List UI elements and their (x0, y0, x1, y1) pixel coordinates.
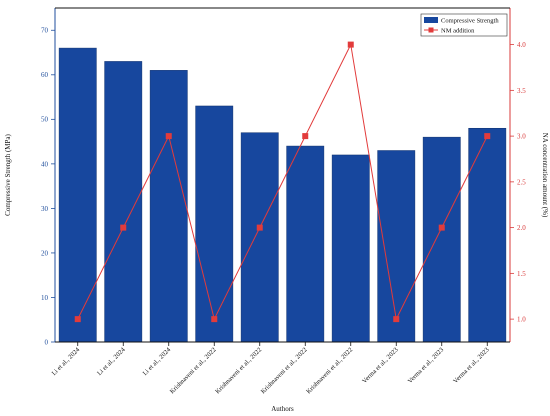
nm-point-9 (484, 133, 491, 140)
y-left-tick-label-6: 60 (41, 71, 49, 79)
nm-point-8 (438, 224, 445, 231)
x-tick-label-9: Verma et al., 2023 (452, 346, 491, 385)
nm-point-1 (120, 224, 127, 231)
y-right-tick-label-4: 3.0 (517, 133, 526, 141)
bar-3 (195, 105, 234, 343)
y-left-tick-label-1: 10 (41, 294, 49, 302)
legend-box (420, 13, 508, 37)
bar-9 (468, 127, 507, 343)
y-right-tick-label-5: 3.5 (517, 87, 526, 95)
x-tick-label-4: Krishnaveni et al., 2022 (214, 346, 263, 395)
y-left-tick-label-0: 0 (45, 338, 49, 346)
legend-line-marker (428, 27, 434, 33)
bar-8 (422, 136, 461, 343)
x-tick-label-6: Krishnaveni et al., 2022 (305, 346, 354, 395)
x-tick-label-7: Verma et al., 2023 (361, 346, 400, 385)
y-left-tick-label-2: 20 (41, 249, 49, 257)
line-layer (74, 41, 491, 323)
x-tick-label-2: Li et al., 2024 (142, 346, 173, 377)
x-axis-title: Authors (271, 405, 294, 413)
nm-point-7 (393, 316, 400, 323)
nm-point-2 (165, 133, 172, 140)
legend: Compressive Strength NM addition (420, 13, 508, 37)
bar-7 (377, 150, 416, 343)
nm-point-4 (256, 224, 263, 231)
y-axis-title: Compressive Strength (MPa) (4, 134, 12, 216)
nm-point-5 (302, 133, 309, 140)
y-left-tick-label-4: 40 (41, 160, 49, 168)
y-right-tick-label-0: 1.0 (517, 316, 526, 324)
x-tick-label-5: Krishnaveni et al., 2022 (260, 346, 309, 395)
y-left-tick-label-7: 70 (41, 27, 49, 35)
legend-line-label: NM addition (441, 28, 475, 35)
nm-point-3 (211, 316, 218, 323)
legend-bar-label: Compressive Strength (441, 18, 499, 25)
y-left-tick-label-5: 50 (41, 116, 49, 124)
bar-4 (240, 132, 279, 343)
y-right-tick-label-1: 1.5 (517, 270, 526, 278)
nm-addition-line (77, 42, 488, 321)
y-right-tick-label-3: 2.5 (517, 178, 526, 186)
bar-6 (331, 154, 370, 343)
nm-point-0 (74, 316, 81, 323)
x-tick-label-1: Li et al., 2024 (96, 346, 127, 377)
legend-bar-swatch (424, 17, 438, 23)
y-left-tick-label-3: 30 (41, 205, 49, 213)
bar-0 (58, 47, 97, 343)
y-right-tick-label-2: 2.0 (517, 224, 526, 232)
y2-axis-title: NA concentration amount (%) (541, 133, 549, 218)
nm-point-6 (347, 41, 354, 48)
bar-5 (286, 145, 325, 343)
bars-layer (58, 47, 507, 343)
y-right-tick-label-6: 4.0 (517, 41, 526, 49)
bar-2 (149, 70, 188, 343)
x-tick-label-0: Li et al., 2024 (51, 346, 82, 377)
x-tick-label-3: Krishnaveni et al., 2022 (169, 346, 218, 395)
x-tick-label-8: Verma et al., 2023 (407, 346, 446, 385)
